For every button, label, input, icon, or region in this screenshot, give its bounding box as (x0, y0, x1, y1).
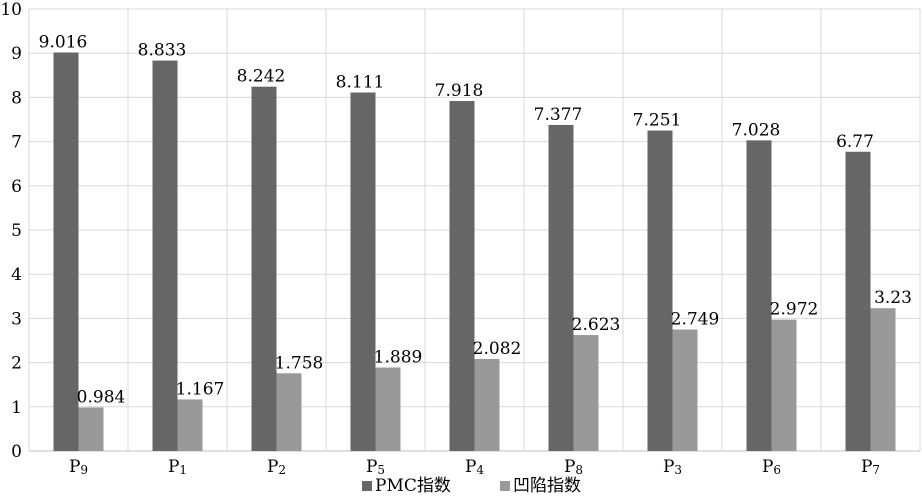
pmc-bar (251, 86, 277, 451)
depression-value-label: 2.972 (770, 300, 819, 320)
category-label: P6 (762, 457, 781, 477)
y-tick-label: 10 (0, 0, 22, 20)
y-tick-label: 3 (11, 309, 22, 329)
y-tick-label: 6 (11, 177, 22, 197)
y-tick-label: 4 (11, 265, 22, 285)
category-label: P1 (168, 457, 187, 477)
pmc-value-label: 8.111 (336, 72, 385, 92)
pmc-bar (53, 52, 79, 452)
y-axis-ticks: 0 1 2 3 4 5 6 7 8 9 10 (0, 0, 22, 462)
pmc-bar (647, 130, 673, 451)
depression-bar (177, 399, 203, 451)
y-tick-label: 1 (11, 398, 22, 418)
legend-label-depression: 凹陷指数 (513, 476, 581, 496)
depression-bar (672, 329, 698, 451)
pmc-value-label: 7.918 (435, 81, 484, 101)
legend-label-pmc: PMC指数 (375, 476, 451, 496)
category-label: P3 (663, 457, 682, 477)
depression-value-label: 0.984 (77, 388, 126, 408)
pmc-value-label: 6.77 (836, 132, 874, 152)
x-axis-categories: P9 P1 P2 P5 P4 P8 P3 P6 P7 (69, 457, 880, 477)
depression-bar (474, 358, 500, 451)
y-tick-label: 0 (11, 442, 22, 462)
pmc-bar (152, 60, 178, 452)
pmc-value-label: 8.833 (138, 41, 187, 61)
depression-value-label: 2.749 (671, 309, 720, 329)
legend-swatch-depression (500, 481, 510, 491)
depression-value-label: 1.758 (275, 353, 324, 373)
depression-bar (375, 367, 401, 451)
depression-value-label: 1.167 (176, 379, 225, 399)
depression-bar (573, 335, 599, 451)
category-label: P8 (564, 457, 583, 477)
depression-value-label: 2.623 (572, 315, 621, 335)
y-tick-label: 9 (11, 44, 22, 64)
depression-value-label: 3.23 (874, 288, 912, 308)
data-labels: 9.016 0.984 8.833 1.167 8.242 1.758 8.111 1.889… (39, 32, 912, 407)
pmc-bar (350, 92, 376, 451)
depression-bar (870, 308, 896, 451)
depression-bar (78, 407, 104, 451)
depression-value-label: 2.082 (473, 339, 522, 359)
legend-swatch-pmc (362, 481, 372, 491)
y-tick-label: 7 (11, 133, 22, 153)
legend: PMC指数 凹陷指数 (362, 476, 581, 496)
category-label: P7 (861, 457, 880, 477)
category-label: P2 (267, 457, 286, 477)
y-tick-label: 2 (11, 354, 22, 374)
depression-value-label: 1.889 (374, 348, 423, 368)
depression-bar (771, 319, 797, 451)
pmc-value-label: 8.242 (237, 67, 286, 87)
pmc-bar (746, 140, 772, 451)
bars (53, 52, 896, 452)
pmc-value-label: 7.028 (732, 120, 781, 140)
category-label: P4 (465, 457, 484, 477)
category-label: P9 (69, 457, 88, 477)
y-tick-label: 8 (11, 88, 22, 108)
y-tick-label: 5 (11, 221, 22, 241)
pmc-bar (845, 151, 871, 452)
pmc-value-label: 7.377 (534, 105, 583, 125)
pmc-bar (548, 124, 574, 452)
pmc-value-label: 7.251 (633, 111, 682, 131)
pmc-value-label: 9.016 (39, 32, 88, 52)
depression-bar (276, 373, 302, 451)
pmc-bar (449, 101, 475, 451)
category-label: P5 (366, 457, 385, 477)
